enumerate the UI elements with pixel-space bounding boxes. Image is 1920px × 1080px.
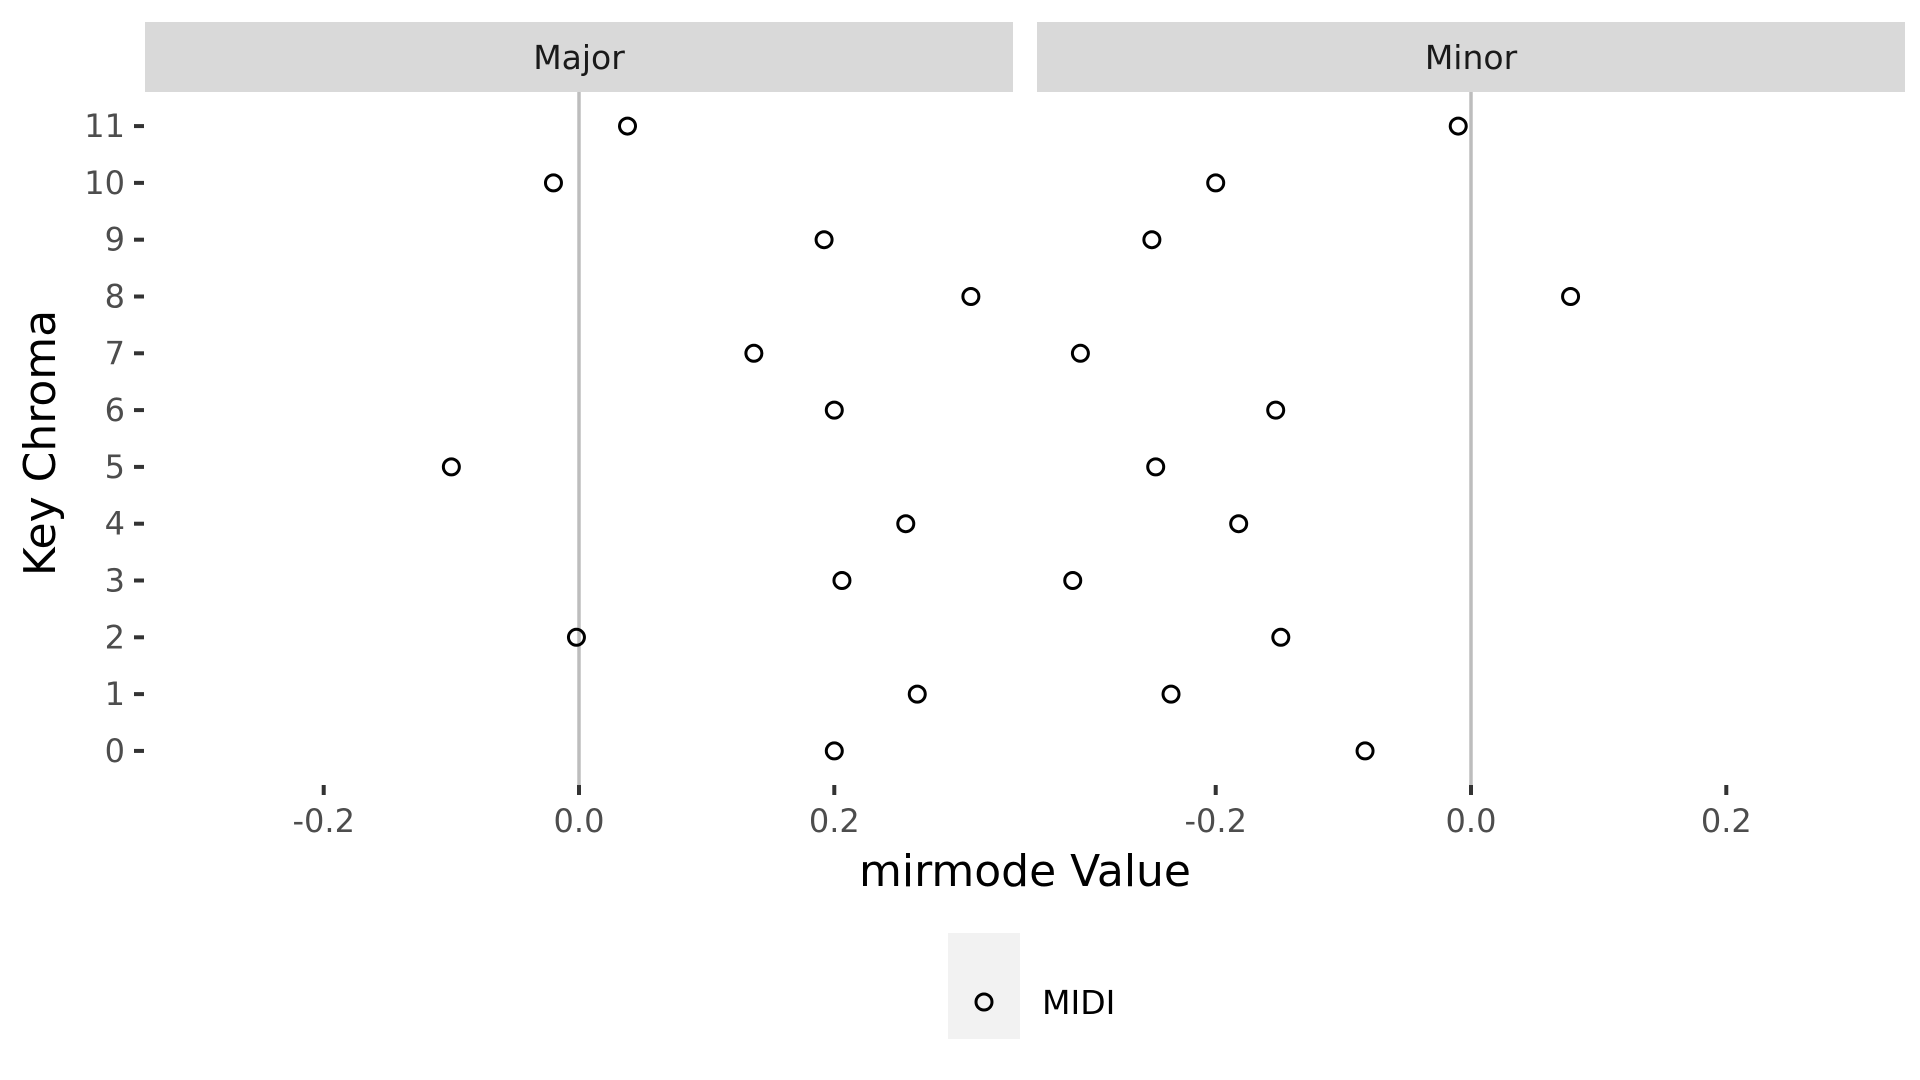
strip-label-minor: Minor [1425, 38, 1518, 77]
point-minor-0 [1355, 741, 1375, 761]
point-minor-8 [1561, 286, 1581, 306]
point-minor-1 [1161, 684, 1181, 704]
x-tick-label-minor-2: 0.2 [1701, 802, 1752, 840]
x-tick-label-major-1: 0.0 [554, 802, 605, 840]
point-minor-3 [1063, 571, 1083, 591]
point-major-5 [441, 457, 461, 477]
point-major-8 [961, 286, 981, 306]
strip-minor [1037, 22, 1905, 92]
y-axis-title: Key Chroma [15, 310, 66, 576]
strip-label-major: Major [533, 38, 625, 77]
x-tick-label-major-2: 0.2 [809, 802, 860, 840]
point-major-2 [566, 627, 586, 647]
point-minor-7 [1070, 343, 1090, 363]
point-minor-4 [1229, 514, 1249, 534]
point-major-6 [824, 400, 844, 420]
y-tick-label-10: 10 [84, 164, 125, 202]
y-tick-label-2: 2 [105, 618, 125, 656]
y-axis: 0 1 2 3 4 5 6 7 8 9 10 11 [84, 107, 144, 770]
y-tick-label-6: 6 [105, 391, 125, 429]
strip-major [145, 22, 1013, 92]
legend-label: MIDI [1042, 983, 1115, 1022]
y-tick-label-7: 7 [105, 334, 125, 372]
point-major-9 [814, 230, 834, 250]
y-tick-label-9: 9 [105, 221, 125, 259]
point-minor-9 [1142, 230, 1162, 250]
legend: MIDI [948, 933, 1115, 1039]
point-minor-2 [1271, 627, 1291, 647]
y-tick-label-8: 8 [105, 277, 125, 315]
y-tick-label-4: 4 [105, 505, 125, 543]
legend-key-marker [974, 992, 994, 1012]
point-major-0 [824, 741, 844, 761]
facet-panels: Major -0.2 0.0 0.2 Minor -0.2 0.0 0.2 [145, 22, 1905, 840]
y-tick-label-5: 5 [105, 448, 125, 486]
y-tick-label-0: 0 [105, 732, 125, 770]
x-tick-label-minor-1: 0.0 [1446, 802, 1497, 840]
x-tick-label-major-0: -0.2 [292, 802, 354, 840]
point-major-7 [744, 343, 764, 363]
panel-minor: Minor -0.2 0.0 0.2 [1037, 22, 1905, 840]
legend-key-background [948, 933, 1020, 1039]
point-major-1 [907, 684, 927, 704]
y-tick-label-11: 11 [84, 107, 125, 145]
point-minor-6 [1266, 400, 1286, 420]
panel-major: Major -0.2 0.0 0.2 [145, 22, 1013, 840]
point-minor-10 [1206, 173, 1226, 193]
x-tick-label-minor-0: -0.2 [1184, 802, 1246, 840]
point-major-10 [543, 173, 563, 193]
x-axis-title: mirmode Value [859, 846, 1191, 897]
point-major-3 [832, 571, 852, 591]
point-minor-5 [1146, 457, 1166, 477]
point-minor-11 [1448, 116, 1468, 136]
y-tick-label-1: 1 [105, 675, 125, 713]
point-major-11 [618, 116, 638, 136]
point-major-4 [896, 514, 916, 534]
y-tick-label-3: 3 [105, 562, 125, 600]
